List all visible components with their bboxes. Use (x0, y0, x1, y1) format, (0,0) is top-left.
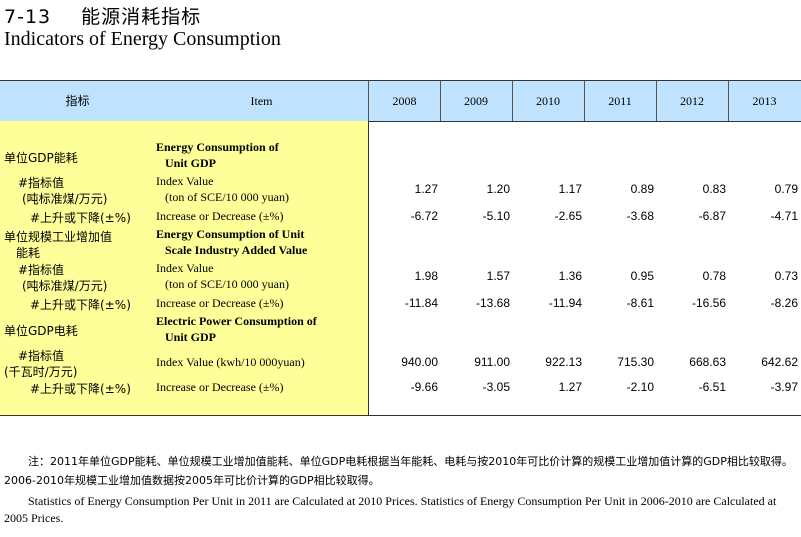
cell-value: -6.51 (698, 380, 726, 394)
header-divider (656, 81, 657, 121)
cell-value: -13.68 (475, 296, 510, 310)
table-bottom-border (0, 415, 801, 416)
cell-value: -11.84 (404, 296, 438, 310)
header-divider (440, 81, 441, 121)
cell-value: -3.97 (770, 380, 798, 394)
table-header: 指标 Item 2008 2009 2010 2011 2012 2013 (0, 80, 801, 122)
index-label-cn: #指标值 (18, 263, 65, 277)
section-title-cn: 单位GDP电耗 (4, 324, 78, 338)
cell-value: 642.62 (761, 355, 798, 369)
cell-value: -6.87 (698, 209, 726, 223)
cell-value: 922.13 (545, 355, 582, 369)
cell-value: 715.30 (617, 355, 654, 369)
cell-value: 940.00 (401, 355, 438, 369)
index-label-en: Index Value (156, 174, 214, 188)
cell-value: 1.98 (414, 269, 438, 283)
cell-value: -11.94 (548, 296, 582, 310)
energy-table: 指标 Item 2008 2009 2010 2011 2012 2013 单位… (0, 80, 801, 416)
page-title-cn: 7-13 能源消耗指标 (4, 2, 201, 29)
cell-value: -2.10 (626, 380, 654, 394)
cell-value: 1.27 (558, 380, 582, 394)
header-year: 2012 (680, 94, 704, 108)
label-column-bg (0, 121, 369, 415)
footnote-cn: 注：2011年单位GDP能耗、单位规模工业增加值能耗、单位GDP电耗根据当年能耗… (4, 455, 793, 487)
change-label-en: Increase or Decrease (±%) (156, 209, 284, 223)
header-year: 2013 (752, 94, 777, 108)
change-label-cn: #上升或下降(±%) (30, 298, 131, 312)
footnote-en: Statistics of Energy Consumption Per Uni… (4, 494, 777, 525)
cell-value: -4.71 (770, 209, 798, 223)
index-label-en: Index Value (kwh/10 000yuan) (156, 355, 305, 369)
cell-value: -6.72 (410, 209, 438, 223)
header-year: 2011 (608, 94, 632, 108)
cell-value: 0.79 (774, 182, 798, 196)
header-year: 2010 (536, 94, 560, 108)
index-label-cn: #指标值 (18, 176, 65, 190)
change-label-cn: #上升或下降(±%) (30, 382, 131, 396)
index-unit-cn: (吨标准煤/万元) (22, 279, 108, 293)
cell-value: 0.73 (774, 269, 798, 283)
index-unit-cn: (千瓦时/万元) (4, 365, 78, 379)
cell-value: 0.78 (702, 269, 726, 283)
cell-value: -5.10 (482, 209, 510, 223)
table-number: 7-13 (4, 6, 52, 28)
index-unit-en: (ton of SCE/10 000 yuan) (165, 190, 289, 204)
cell-value: 1.17 (558, 182, 582, 196)
cell-value: 0.89 (630, 182, 654, 196)
cell-value: -9.66 (410, 380, 438, 394)
header-indicator-cn: 指标 (65, 94, 90, 108)
index-unit-en: (ton of SCE/10 000 yuan) (165, 277, 289, 291)
header-divider (728, 81, 729, 121)
cell-value: -3.05 (482, 380, 510, 394)
cell-value: 1.20 (486, 182, 510, 196)
header-divider (512, 81, 513, 121)
cell-value: 668.63 (689, 355, 726, 369)
cell-value: -8.26 (770, 296, 798, 310)
index-label-en: Index Value (156, 261, 214, 275)
header-divider (368, 81, 369, 121)
header-divider (584, 81, 585, 121)
header-year: 2008 (392, 94, 417, 108)
header-item-en: Item (250, 94, 273, 108)
cell-value: -2.65 (554, 209, 582, 223)
section-title-cn-2: 能耗 (16, 246, 41, 260)
index-unit-cn: (吨标准煤/万元) (22, 192, 108, 206)
section-title-en-2: Unit GDP (165, 330, 216, 344)
page-title-en: Indicators of Energy Consumption (4, 28, 281, 50)
header-year: 2009 (464, 94, 488, 108)
section-title-cn: 单位GDP能耗 (4, 151, 78, 165)
cell-value: 1.57 (486, 269, 510, 283)
section-title-cn: 单位规模工业增加值 (4, 230, 113, 244)
cell-value: 0.83 (702, 182, 726, 196)
section-title-en-2: Unit GDP (165, 156, 216, 170)
change-label-en: Increase or Decrease (±%) (156, 296, 284, 310)
cell-value: -3.68 (626, 209, 654, 223)
section-title-en-1: Energy Consumption of (156, 140, 279, 154)
cell-value: 0.95 (630, 269, 654, 283)
section-title-en-2: Scale Industry Added Value (165, 243, 308, 257)
cell-value: -8.61 (626, 296, 654, 310)
index-label-cn: #指标值 (18, 349, 65, 363)
change-label-en: Increase or Decrease (±%) (156, 380, 284, 394)
title-cn-text: 能源消耗指标 (81, 6, 202, 28)
cell-value: 1.36 (558, 269, 582, 283)
cell-value: -16.56 (691, 296, 726, 310)
change-label-cn: #上升或下降(±%) (30, 211, 131, 225)
cell-value: 1.27 (414, 182, 438, 196)
section-title-en-1: Electric Power Consumption of (156, 314, 317, 328)
section-title-en-1: Energy Consumption of Unit (156, 227, 305, 241)
cell-value: 911.00 (474, 355, 510, 369)
